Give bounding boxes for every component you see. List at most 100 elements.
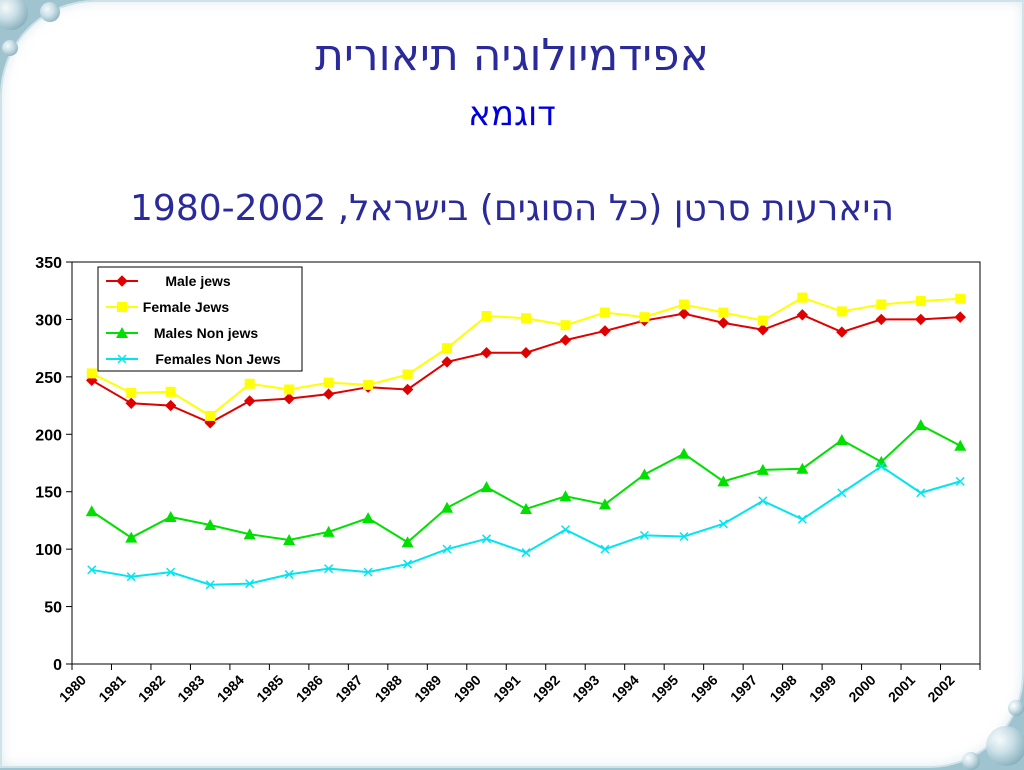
data-point-females-non-jews xyxy=(481,534,492,544)
legend-label-females-non-jews: Females Non Jews xyxy=(155,351,280,367)
data-point-males-non-jews xyxy=(598,498,611,510)
data-point-male-jews xyxy=(401,383,414,396)
slide-subtitle: דוגמא xyxy=(468,94,556,134)
y-tick-label: 300 xyxy=(35,312,62,329)
chart-heading: היארעות סרטן (כל הסוגים) בישראל, 1980-20… xyxy=(130,188,894,229)
x-tick-label: 1992 xyxy=(530,672,563,705)
y-tick-label: 350 xyxy=(35,255,62,272)
data-point-males-non-jews xyxy=(559,490,572,502)
data-point-female-jews xyxy=(165,386,176,397)
data-point-females-non-jews xyxy=(205,580,215,590)
legend-box xyxy=(97,266,303,372)
data-point-males-non-jews xyxy=(362,512,375,524)
legend-marker-males-non-jews xyxy=(116,327,128,338)
data-point-females-non-jews xyxy=(916,488,926,498)
data-point-females-non-jews xyxy=(560,525,571,535)
x-tick-label: 1986 xyxy=(293,672,326,705)
data-point-males-non-jews xyxy=(322,525,335,537)
data-point-females-non-jews xyxy=(955,476,965,486)
data-point-male-jews xyxy=(954,311,966,323)
data-point-female-jews xyxy=(718,307,729,318)
data-point-females-non-jews-stroke xyxy=(481,534,492,544)
data-point-males-non-jews xyxy=(125,531,138,543)
x-tick-label: 1985 xyxy=(253,672,286,705)
data-point-females-non-jews xyxy=(521,548,531,558)
x-tick-label: 2002 xyxy=(924,672,957,705)
data-point-male-jews xyxy=(283,392,295,405)
data-point-males-non-jews xyxy=(401,536,414,548)
data-point-females-non-jews-stroke xyxy=(679,531,689,542)
data-point-female-jews xyxy=(521,313,531,324)
data-point-female-jews xyxy=(639,312,650,323)
data-point-male-jews xyxy=(915,313,927,326)
data-point-males-non-jews xyxy=(638,468,651,480)
data-point-males-non-jews xyxy=(441,501,454,513)
y-tick-label: 0 xyxy=(53,657,62,674)
x-tick-label: 2000 xyxy=(845,672,878,705)
series-female-jews xyxy=(86,292,966,421)
data-point-females-non-jews-stroke xyxy=(837,488,847,498)
legend-marker-male-jews xyxy=(116,275,128,287)
data-point-males-non-jews xyxy=(85,505,98,517)
data-point-female-jews xyxy=(126,387,137,398)
data-point-females-non-jews-stroke xyxy=(797,514,807,524)
data-point-females-non-jews-stroke xyxy=(87,565,97,575)
data-point-female-jews xyxy=(797,292,808,303)
data-point-male-jews xyxy=(836,326,848,338)
x-tick-label: 1997 xyxy=(727,672,760,705)
series-layer xyxy=(85,292,967,590)
data-point-females-non-jews-stroke xyxy=(600,544,610,554)
data-point-female-jews xyxy=(323,377,334,388)
data-point-females-non-jews xyxy=(166,567,176,577)
data-point-female-jews xyxy=(442,343,453,354)
data-point-male-jews xyxy=(441,356,453,368)
data-point-females-non-jews-stroke xyxy=(166,567,176,577)
data-point-female-jews xyxy=(481,310,492,321)
data-point-females-non-jews xyxy=(363,567,373,577)
data-point-females-non-jews-stroke xyxy=(245,579,255,589)
data-point-females-non-jews xyxy=(718,519,728,529)
y-tick-label: 150 xyxy=(35,485,62,502)
legend: Male jews Female Jews Males Non jews Female… xyxy=(97,266,303,372)
data-point-female-jews xyxy=(836,306,847,317)
data-point-males-non-jews xyxy=(756,463,769,475)
data-point-males-non-jews xyxy=(520,502,532,514)
x-tick-label: 1995 xyxy=(648,672,681,705)
data-point-females-non-jews-stroke xyxy=(363,567,373,577)
data-point-females-non-jews-stroke xyxy=(284,569,294,579)
data-point-females-non-jews xyxy=(87,565,97,575)
x-tick-label: 1989 xyxy=(411,672,444,705)
x-tick-label: 1984 xyxy=(214,672,247,705)
data-point-female-jews xyxy=(284,384,295,395)
data-point-female-jews xyxy=(876,299,887,310)
legend-label-male-jews: Male jews xyxy=(165,273,231,289)
x-tick-label: 2001 xyxy=(885,672,918,705)
data-point-female-jews xyxy=(678,299,689,310)
data-point-males-non-jews xyxy=(914,419,927,431)
data-point-female-jews xyxy=(402,369,413,380)
data-point-males-non-jews xyxy=(796,462,809,474)
decorative-bubble-bottom-right xyxy=(986,726,1024,766)
data-point-males-non-jews xyxy=(677,447,690,459)
data-point-female-jews xyxy=(244,378,255,389)
data-point-females-non-jews xyxy=(284,569,294,579)
decorative-bubble-right xyxy=(1008,700,1024,716)
data-point-females-non-jews-stroke xyxy=(442,544,452,554)
x-tick-label: 1991 xyxy=(490,672,523,705)
data-point-males-non-jews xyxy=(164,510,177,522)
legend-label-female-jews: Female Jews xyxy=(143,299,230,315)
decorative-bubble-top-left xyxy=(0,0,28,30)
data-point-males-non-jews xyxy=(835,434,848,446)
data-point-females-non-jews-stroke xyxy=(126,572,136,582)
y-tick-label: 100 xyxy=(35,542,62,559)
data-point-female-jews xyxy=(205,410,216,421)
data-point-females-non-jews xyxy=(758,496,768,506)
data-point-females-non-jews xyxy=(324,564,334,574)
data-point-female-jews xyxy=(560,320,571,331)
data-point-females-non-jews xyxy=(126,572,136,582)
data-point-females-non-jews-stroke xyxy=(758,496,768,506)
x-tick-label: 1990 xyxy=(451,672,484,705)
y-tick-label: 250 xyxy=(35,370,62,387)
data-point-males-non-jews xyxy=(204,519,217,531)
